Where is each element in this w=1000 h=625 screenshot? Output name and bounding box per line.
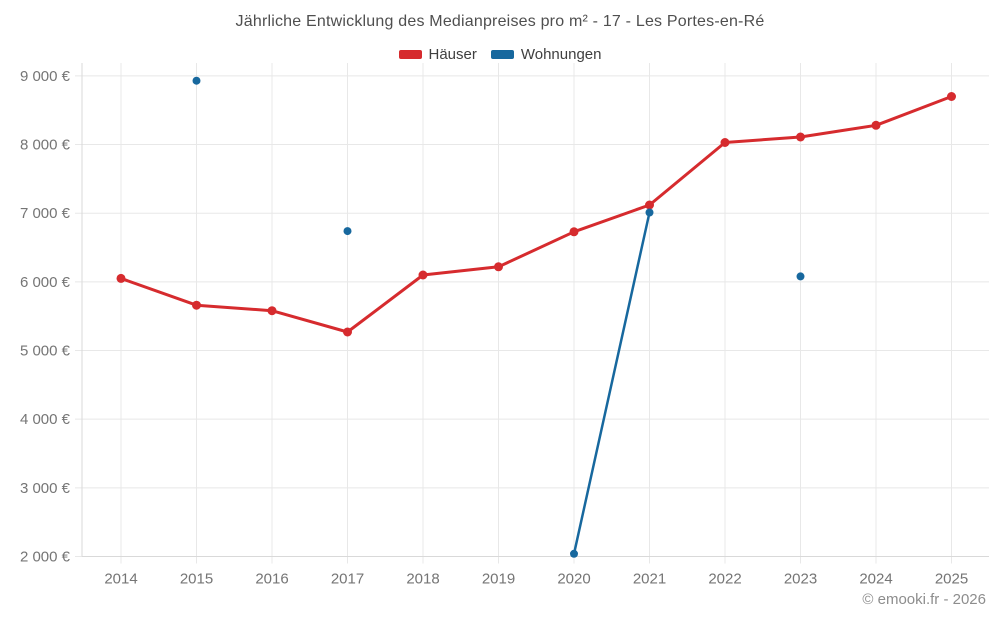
data-point-wohnungen[interactable] [645, 208, 654, 217]
x-tick-label: 2019 [482, 571, 515, 588]
x-tick-label: 2023 [784, 571, 817, 588]
legend-label-wohnungen: Wohnungen [520, 46, 602, 63]
data-point-haeuser[interactable] [796, 132, 805, 142]
x-tick-label: 2021 [633, 571, 666, 588]
data-point-haeuser[interactable] [494, 262, 503, 272]
data-point-wohnungen[interactable] [192, 76, 201, 85]
legend-swatch-haeuser-icon [398, 50, 422, 59]
legend-label-haeuser: Häuser [428, 46, 477, 63]
data-point-haeuser[interactable] [871, 120, 881, 130]
legend: Häuser Wohnungen [0, 46, 1000, 63]
data-point-haeuser[interactable] [192, 300, 201, 310]
series-line-haeuser [119, 95, 953, 334]
legend-item-haeuser[interactable]: Häuser [398, 46, 477, 63]
y-tick-label: 4 000 € [20, 411, 71, 428]
y-tick-label: 3 000 € [20, 480, 71, 497]
data-point-haeuser[interactable] [343, 327, 352, 337]
data-point-haeuser[interactable] [569, 227, 579, 237]
x-tick-label: 2020 [557, 571, 590, 588]
copyright-credit: © emooki.fr - 2026 [862, 591, 986, 608]
x-tick-label: 2015 [180, 571, 213, 588]
x-tick-label: 2014 [104, 571, 137, 588]
y-tick-label: 9 000 € [20, 68, 71, 85]
x-tick-label: 2018 [406, 571, 439, 588]
data-point-haeuser[interactable] [947, 92, 956, 101]
data-point-wohnungen[interactable] [343, 227, 352, 236]
legend-item-wohnungen[interactable]: Wohnungen [490, 46, 602, 63]
x-tick-label: 2016 [255, 571, 288, 588]
chart-title: Jährliche Entwicklung des Medianpreises … [235, 13, 765, 30]
y-tick-label: 5 000 € [20, 343, 71, 360]
x-tick-label: 2025 [935, 571, 968, 588]
y-tick-label: 7 000 € [20, 205, 71, 222]
series-line-wohnungen [574, 213, 801, 554]
y-tick-label: 8 000 € [20, 137, 71, 154]
x-tick-label: 2022 [708, 571, 741, 588]
legend-swatch-wohnungen-icon [490, 50, 514, 59]
data-point-haeuser[interactable] [645, 200, 654, 210]
data-point-haeuser[interactable] [720, 138, 730, 147]
data-point-wohnungen[interactable] [570, 549, 578, 558]
x-tick-label: 2024 [859, 571, 892, 588]
data-point-wohnungen[interactable] [796, 272, 805, 281]
y-tick-label: 6 000 € [20, 274, 71, 291]
data-point-haeuser[interactable] [418, 270, 428, 280]
data-point-haeuser[interactable] [267, 306, 277, 316]
data-point-haeuser[interactable] [116, 273, 126, 283]
x-tick-label: 2017 [331, 571, 364, 588]
y-tick-label: 2 000 € [20, 549, 71, 566]
